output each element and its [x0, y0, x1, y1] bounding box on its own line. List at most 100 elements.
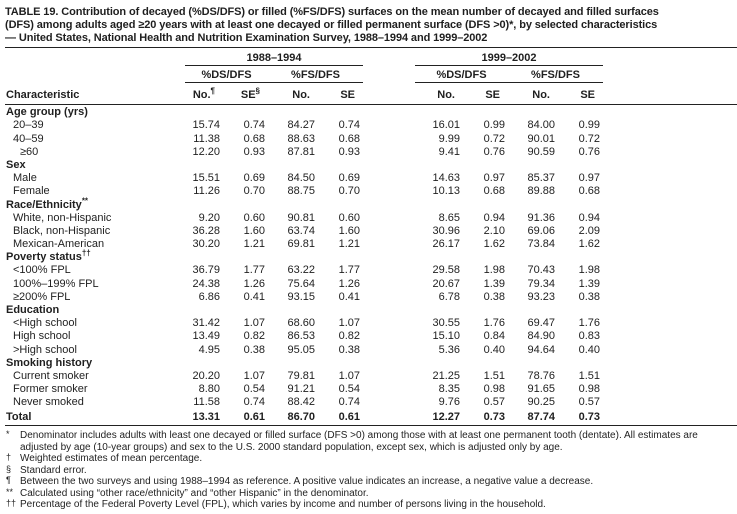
footnote-text: Weighted estimates of mean percentage. — [20, 453, 203, 465]
table-row: ≥200% FPL 6.86 0.41 93.15 0.41 6.78 0.38 93.23 0… — [5, 290, 737, 303]
footnote-text: Calculated using “other race/ethnicity” … — [20, 487, 369, 499]
cell-value: 0.68 — [483, 185, 505, 198]
row-label: >High school — [13, 343, 77, 356]
column-header-se-4: SE — [558, 82, 603, 105]
cell-value: 0.38 — [578, 290, 600, 303]
cell-value: 12.20 — [192, 145, 220, 158]
measure-header-row: %DS/DFS %FS/DFS %DS/DFS %FS/DFS — [5, 65, 737, 83]
cell-value: 1.62 — [483, 238, 505, 251]
footnote-marker: †† — [6, 498, 17, 509]
row-filler — [603, 237, 737, 250]
cell-value: 69.06 — [527, 224, 555, 237]
cell-value: 87.74 — [508, 408, 558, 427]
measure-header-fsdfs-2: %FS/DFS — [508, 65, 603, 83]
column-gap — [363, 382, 415, 395]
footnote-marker: ** — [6, 486, 14, 497]
cell-value: 1.76 — [483, 317, 505, 330]
cell-value: 86.70 — [268, 408, 318, 427]
header-spacer — [5, 66, 185, 83]
cell-value: 31.42 — [192, 317, 220, 330]
column-gap — [363, 118, 415, 131]
column-header-label: No. — [192, 89, 211, 101]
column-gap — [363, 290, 415, 303]
section-label: Sex — [6, 158, 26, 171]
row-filler — [603, 184, 737, 197]
cell-value: 1.77 — [338, 264, 360, 277]
cell-value: 15.51 — [192, 172, 220, 185]
cell-value: 0.38 — [243, 343, 265, 356]
column-gap — [363, 171, 415, 184]
cell-value: 0.99 — [578, 119, 600, 132]
row-filler — [603, 211, 737, 224]
cell-value: 69.81 — [287, 238, 315, 251]
cell-value: 0.69 — [338, 172, 360, 185]
column-gap — [363, 329, 415, 342]
cell-value: 26.17 — [432, 238, 460, 251]
cell-value: 0.99 — [483, 119, 505, 132]
cell-value: 70.43 — [527, 264, 555, 277]
cell-value: 1.51 — [578, 369, 600, 382]
column-gap — [363, 224, 415, 237]
column-header-se-3: SE — [463, 82, 508, 105]
table-title-line-1: TABLE 19. Contribution of decayed (%DS/D… — [5, 6, 659, 18]
cell-value: 0.70 — [243, 185, 265, 198]
table-row: Current smoker 20.20 1.07 79.81 1.07 21.25 1.5… — [5, 369, 737, 382]
header-spacer — [603, 82, 737, 105]
cell-value: 0.97 — [578, 172, 600, 185]
row-label: Mexican-American — [13, 238, 105, 251]
cell-value: 0.76 — [483, 145, 505, 158]
cell-value: 0.54 — [243, 383, 265, 396]
cell-value: 1.60 — [243, 224, 265, 237]
cell-value: 88.42 — [287, 396, 315, 409]
footnote-text: Denominator includes adults with least o… — [20, 430, 698, 453]
cell-value: 0.68 — [338, 132, 360, 145]
cell-value: 1.07 — [338, 317, 360, 330]
cell-value: 0.74 — [243, 119, 265, 132]
cell-value: 13.49 — [192, 330, 220, 343]
cell-value: 0.97 — [483, 172, 505, 185]
cell-value: 0.84 — [483, 330, 505, 343]
cell-value: 5.36 — [438, 343, 460, 356]
footnote-marker: †† — [81, 248, 91, 258]
cell-value: 90.59 — [527, 145, 555, 158]
column-gap — [363, 211, 415, 224]
cell-value: 0.82 — [338, 330, 360, 343]
column-header-label: No. — [437, 89, 455, 101]
cell-value: 0.60 — [338, 211, 360, 224]
row-filler — [603, 131, 737, 144]
row-label: Never smoked — [13, 396, 84, 409]
period-header-1999-2002: 1999–2002 — [415, 48, 603, 66]
cell-value: 1.76 — [578, 317, 600, 330]
cell-value: 21.25 — [432, 369, 460, 382]
cell-value: 0.94 — [578, 211, 600, 224]
cell-value: 0.74 — [338, 396, 360, 409]
table-row: ≥60 12.20 0.93 87.81 0.93 9.41 0.76 90.59 0.76 — [5, 145, 737, 158]
column-gap — [363, 263, 415, 276]
cell-value: 30.96 — [432, 224, 460, 237]
footnote-marker: ¶ — [210, 86, 215, 96]
cell-value: 0.94 — [483, 211, 505, 224]
cell-value: 30.20 — [192, 238, 220, 251]
column-header-label: SE — [485, 89, 500, 101]
table-row: Mexican-American 30.20 1.21 69.81 1.21 26.17 1… — [5, 237, 737, 250]
table-body: Age group (yrs) 20–39 15.74 0.74 84.27 0.74 16… — [5, 105, 737, 427]
cell-value: 84.00 — [527, 119, 555, 132]
table-row: Never smoked 11.58 0.74 88.42 0.74 9.76 0.57 90… — [5, 395, 737, 408]
table-row: Former smoker 8.80 0.54 91.21 0.54 8.35 0.98 91… — [5, 382, 737, 395]
table-row: White, non-Hispanic 9.20 0.60 90.81 0.60 8.65… — [5, 211, 737, 224]
cell-value: 1.07 — [243, 317, 265, 330]
cell-value: 0.83 — [578, 330, 600, 343]
cell-value: 79.81 — [287, 369, 315, 382]
cell-value: 0.57 — [578, 396, 600, 409]
row-label: ≥60 — [20, 145, 39, 158]
cell-value: 0.98 — [578, 383, 600, 396]
cell-value: 0.82 — [243, 330, 265, 343]
cell-value: 11.26 — [193, 185, 220, 198]
cell-value: 94.64 — [527, 343, 555, 356]
row-label: White, non-Hispanic — [13, 211, 112, 224]
cell-value: 15.74 — [192, 119, 220, 132]
cell-value: 84.50 — [287, 172, 315, 185]
cell-value: 9.76 — [438, 396, 460, 409]
cell-value: 10.13 — [432, 185, 460, 198]
